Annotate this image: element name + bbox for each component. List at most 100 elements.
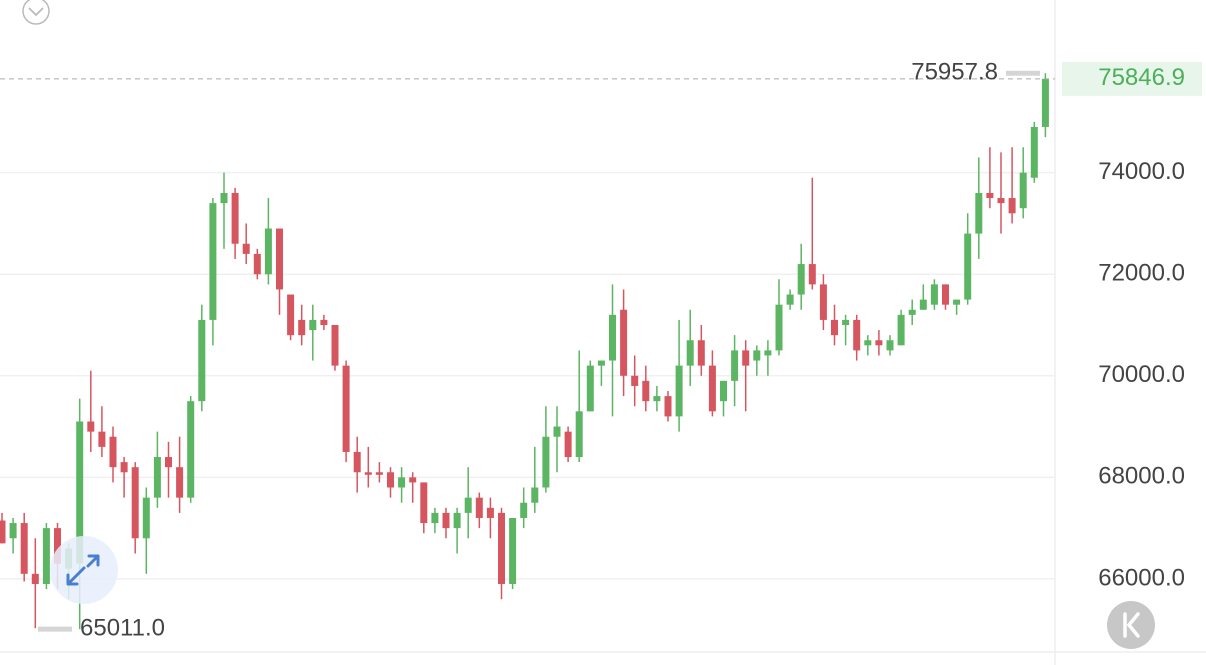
candle-body	[986, 192, 994, 199]
back-to-latest-button[interactable]	[1107, 601, 1155, 649]
candle-body	[475, 497, 483, 518]
candle-body	[675, 365, 683, 417]
candle-body	[0, 520, 6, 544]
candle-body	[1041, 78, 1049, 127]
candle-body	[553, 426, 561, 437]
candle-body	[54, 528, 61, 564]
candle-body	[486, 507, 494, 518]
candle-body	[353, 451, 361, 473]
candle-body	[165, 457, 172, 468]
candle-body	[9, 523, 17, 539]
candle-body	[908, 309, 916, 315]
y-tick-label: 74000.0	[1098, 158, 1185, 185]
candle-body	[953, 299, 961, 305]
candle-body	[131, 467, 139, 539]
candle-body	[442, 512, 450, 529]
candle-body	[597, 360, 605, 366]
candle-body	[731, 350, 739, 381]
candle-body	[309, 319, 317, 331]
candle-body	[176, 467, 184, 498]
candle-body	[464, 497, 472, 513]
candle-body	[930, 284, 938, 305]
collapse-button[interactable]	[22, 0, 50, 25]
candle-body	[509, 517, 517, 584]
candle-body	[1008, 198, 1016, 214]
candle-body	[276, 228, 283, 290]
candle-body	[364, 472, 372, 475]
candle-body	[808, 264, 816, 285]
candle-body	[897, 314, 905, 346]
candle-body	[1030, 126, 1038, 178]
last-price-bg	[1062, 61, 1202, 96]
candle-body	[686, 340, 694, 366]
candle-body	[631, 375, 639, 386]
candle-body	[220, 192, 228, 204]
candle-body	[886, 340, 894, 351]
y-tick-label: 70000.0	[1098, 361, 1185, 388]
candle-body	[531, 487, 539, 503]
candle-body	[331, 325, 339, 366]
candle-body	[109, 436, 117, 468]
candle-body	[342, 365, 350, 452]
candle-body	[819, 284, 827, 320]
candle-body	[864, 340, 872, 346]
candle-body	[120, 462, 128, 473]
candle-body	[87, 421, 95, 432]
candle-body	[320, 319, 328, 325]
candle-body	[919, 299, 927, 310]
candle-body	[287, 294, 295, 336]
candle-body	[98, 431, 106, 447]
candle-body	[398, 477, 406, 488]
candle-body	[642, 380, 650, 402]
candle-body	[42, 528, 50, 584]
y-tick-label: 66000.0	[1098, 564, 1185, 591]
expand-icon	[66, 554, 100, 586]
candle-body	[231, 192, 239, 244]
candle-body	[831, 319, 838, 336]
candle-body	[720, 380, 727, 402]
candle-body	[542, 436, 550, 488]
last-price-label: 75846.9	[1098, 64, 1185, 91]
candle-body	[187, 401, 195, 498]
candle-body	[653, 396, 661, 402]
candle-body	[664, 396, 672, 417]
candle-body	[797, 264, 805, 295]
y-tick-label: 72000.0	[1098, 260, 1185, 287]
candle-body	[420, 482, 428, 524]
candle-body	[253, 253, 261, 275]
candle-body	[942, 284, 949, 305]
candle-body	[198, 319, 206, 402]
candle-body	[431, 512, 439, 524]
candle-body	[153, 457, 161, 498]
low-marker-label: 65011.0	[80, 614, 165, 641]
candle-body	[142, 497, 150, 539]
candle-body	[964, 233, 972, 300]
candle-body	[209, 203, 217, 320]
collapse-circle	[22, 0, 50, 25]
candle-body	[620, 309, 628, 376]
candle-body	[409, 477, 417, 483]
candle-body	[753, 350, 761, 361]
candle-body	[586, 365, 594, 412]
candle-body	[76, 421, 84, 564]
candle-body	[609, 314, 616, 361]
candle-body	[975, 192, 983, 234]
candle-body	[453, 512, 461, 529]
candle-body	[20, 523, 28, 574]
candle-body	[387, 472, 394, 488]
candle-body	[875, 340, 883, 346]
candle-body	[564, 431, 572, 458]
candle-body	[775, 304, 783, 351]
candle-body	[742, 350, 750, 366]
back-icon	[1123, 612, 1140, 638]
candle-body	[697, 340, 705, 366]
candle-body	[520, 502, 528, 518]
candle-body	[242, 243, 250, 254]
candle-body	[842, 319, 850, 325]
candle-body	[575, 411, 583, 458]
candle-body	[786, 294, 794, 305]
expand-button[interactable]	[50, 536, 118, 604]
